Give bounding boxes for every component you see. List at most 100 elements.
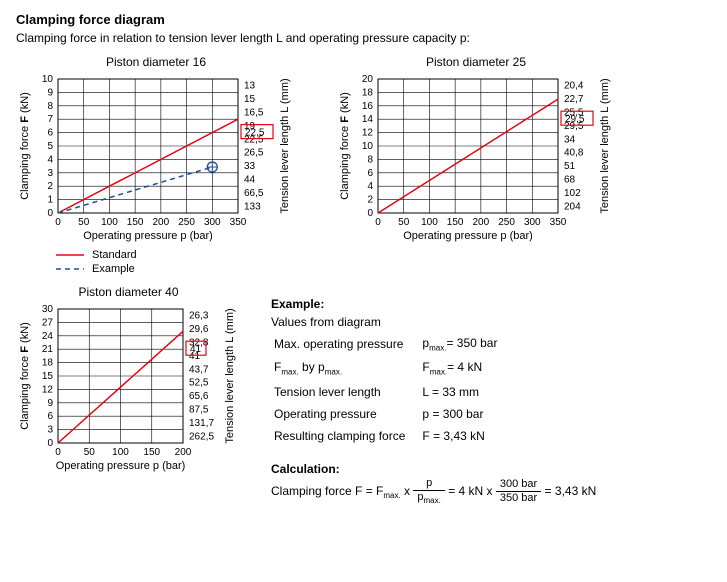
svg-text:150: 150 — [127, 217, 144, 228]
cell: Resulting clamping force — [273, 426, 419, 446]
svg-text:20,4: 20,4 — [564, 81, 584, 92]
svg-text:8: 8 — [47, 101, 53, 112]
svg-text:133: 133 — [244, 201, 261, 212]
svg-text:41: 41 — [190, 344, 202, 355]
calc-result: = 3,43 kN — [545, 484, 597, 498]
svg-text:Operating pressure p (bar): Operating pressure p (bar) — [83, 230, 213, 242]
svg-text:43,7: 43,7 — [189, 364, 209, 375]
calc-formula: Clamping force F = Fmax. x ppmax. = 4 kN… — [271, 478, 596, 505]
svg-text:3: 3 — [47, 425, 53, 436]
svg-text:50: 50 — [84, 447, 96, 458]
svg-text:27: 27 — [42, 317, 54, 328]
svg-text:300: 300 — [524, 217, 541, 228]
svg-text:250: 250 — [498, 217, 515, 228]
svg-text:0: 0 — [55, 447, 61, 458]
svg-text:66,5: 66,5 — [244, 188, 264, 199]
chart-16: Piston diameter 16 050100150200250300350… — [16, 55, 296, 243]
svg-text:100: 100 — [421, 217, 438, 228]
svg-text:18: 18 — [362, 87, 374, 98]
chart-svg-25: 0501001502002503003500246810121416182020… — [336, 73, 616, 243]
svg-text:Tension lever length L (mm): Tension lever length L (mm) — [279, 78, 291, 213]
svg-text:50: 50 — [398, 217, 410, 228]
frac-values: 300 bar350 bar — [496, 479, 541, 504]
svg-text:22,5: 22,5 — [245, 128, 265, 139]
legend-standard-label: Standard — [92, 249, 137, 261]
svg-text:150: 150 — [447, 217, 464, 228]
svg-text:15: 15 — [42, 371, 54, 382]
svg-text:26,3: 26,3 — [189, 311, 209, 322]
chart-title: Piston diameter 40 — [78, 285, 178, 299]
svg-text:204: 204 — [564, 201, 581, 212]
svg-text:Tension lever length L (mm): Tension lever length L (mm) — [224, 308, 236, 443]
svg-text:22,7: 22,7 — [564, 94, 584, 105]
svg-text:87,5: 87,5 — [189, 405, 209, 416]
svg-text:Clamping force F (kN): Clamping force F (kN) — [19, 322, 31, 430]
svg-text:10: 10 — [362, 141, 374, 152]
svg-text:68: 68 — [564, 175, 576, 186]
svg-text:Operating pressure p (bar): Operating pressure p (bar) — [403, 230, 533, 242]
chart-25: Piston diameter 25 050100150200250300350… — [336, 55, 616, 243]
svg-text:44: 44 — [244, 175, 256, 186]
svg-text:12: 12 — [42, 384, 54, 395]
svg-text:9: 9 — [47, 87, 53, 98]
cell: F = 3,43 kN — [421, 426, 511, 446]
example-values: Max. operating pressurepmax.= 350 bar Fm… — [271, 331, 513, 448]
calc-heading: Calculation: — [271, 460, 596, 478]
chart-svg-16: 050100150200250300350012345678910131516,… — [16, 73, 296, 243]
svg-text:250: 250 — [178, 217, 195, 228]
chart-title: Piston diameter 16 — [106, 55, 206, 69]
chart-title: Piston diameter 25 — [426, 55, 526, 69]
svg-text:14: 14 — [362, 114, 374, 125]
page-title: Clamping force diagram — [16, 12, 711, 27]
cell: p = 300 bar — [421, 404, 511, 424]
svg-text:0: 0 — [55, 217, 61, 228]
svg-text:21: 21 — [42, 344, 54, 355]
svg-text:0: 0 — [47, 208, 53, 219]
frac-p-pmax: ppmax. — [413, 478, 444, 505]
page-subtitle: Clamping force in relation to tension le… — [16, 31, 711, 45]
legend-example-label: Example — [92, 263, 135, 275]
svg-text:26,5: 26,5 — [244, 148, 264, 159]
svg-text:34: 34 — [564, 134, 576, 145]
svg-text:10: 10 — [42, 74, 54, 85]
svg-text:24: 24 — [42, 331, 54, 342]
svg-text:4: 4 — [367, 181, 373, 192]
svg-text:0: 0 — [47, 438, 53, 449]
example-subheading: Values from diagram — [271, 313, 596, 331]
table-row: Fmax. by pmax.Fmax.= 4 kN — [273, 357, 511, 379]
bottom-row: Piston diameter 40 050100150200036912151… — [16, 285, 711, 505]
svg-text:6: 6 — [47, 128, 53, 139]
svg-text:Clamping force F (kN): Clamping force F (kN) — [19, 92, 31, 200]
svg-text:4: 4 — [47, 154, 53, 165]
svg-text:Clamping force F (kN): Clamping force F (kN) — [339, 92, 351, 200]
cell: L = 33 mm — [421, 382, 511, 402]
svg-text:13: 13 — [244, 81, 256, 92]
legend-example: Example — [56, 263, 711, 275]
cell: Max. operating pressure — [273, 333, 419, 355]
table-row: Max. operating pressurepmax.= 350 bar — [273, 333, 511, 355]
svg-text:18: 18 — [42, 358, 54, 369]
svg-text:Tension lever length L (mm): Tension lever length L (mm) — [599, 78, 611, 213]
svg-text:300: 300 — [204, 217, 221, 228]
cell: Fmax. by pmax. — [273, 357, 419, 379]
svg-text:12: 12 — [362, 128, 374, 139]
svg-text:16: 16 — [362, 101, 374, 112]
svg-text:20: 20 — [362, 74, 374, 85]
cell: Tension lever length — [273, 382, 419, 402]
svg-text:7: 7 — [47, 114, 53, 125]
svg-text:200: 200 — [473, 217, 490, 228]
svg-text:262,5: 262,5 — [189, 431, 214, 442]
top-row: Piston diameter 16 050100150200250300350… — [16, 55, 711, 243]
svg-text:350: 350 — [230, 217, 247, 228]
svg-text:50: 50 — [78, 217, 90, 228]
svg-text:200: 200 — [153, 217, 170, 228]
svg-text:3: 3 — [47, 168, 53, 179]
svg-text:29,5: 29,5 — [565, 114, 585, 125]
svg-text:6: 6 — [47, 411, 53, 422]
chart-40: Piston diameter 40 050100150200036912151… — [16, 285, 241, 473]
svg-text:100: 100 — [101, 217, 118, 228]
example-heading: Example: — [271, 295, 596, 313]
svg-text:15: 15 — [244, 94, 256, 105]
calc-mid: = 4 kN x — [448, 484, 496, 498]
svg-text:52,5: 52,5 — [189, 378, 209, 389]
